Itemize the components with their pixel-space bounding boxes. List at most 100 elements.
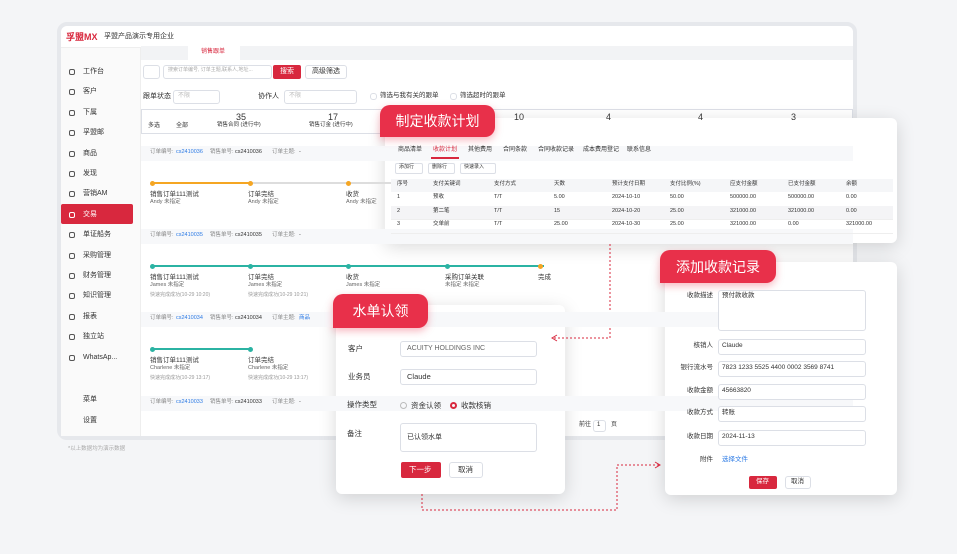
menu-item[interactable]: 单证船务 bbox=[83, 231, 111, 239]
radio-label[interactable]: 资金认领 bbox=[411, 401, 441, 410]
panel-tab[interactable]: 其他费用 bbox=[468, 147, 493, 153]
input bbox=[718, 339, 866, 355]
status-select[interactable] bbox=[173, 90, 220, 104]
stat-count: 17 bbox=[328, 112, 339, 122]
select bbox=[400, 369, 537, 385]
field-value[interactable]: 选择文件 bbox=[722, 456, 748, 463]
step-name: 销售订单111测试 bbox=[150, 274, 199, 281]
table-cell: 25.00 bbox=[670, 207, 684, 214]
pager-label: 页 bbox=[611, 422, 618, 428]
step-dot bbox=[248, 180, 253, 186]
table-cell: T/T bbox=[494, 221, 503, 227]
label: 银行流水号 bbox=[680, 364, 714, 371]
menu-icon bbox=[69, 130, 75, 137]
toolbar-button bbox=[460, 163, 496, 174]
panel-tab[interactable]: 商品清单 bbox=[398, 147, 423, 153]
menu-icon bbox=[69, 354, 75, 361]
button-label[interactable]: 保存 bbox=[756, 477, 769, 485]
order-no[interactable]: cs2410036 bbox=[176, 149, 203, 155]
label: 跟单状态 bbox=[143, 93, 171, 100]
panel-tab[interactable]: 合同收款记录 bbox=[538, 147, 575, 153]
order-no[interactable]: cs2410033 bbox=[176, 399, 203, 405]
menu-item[interactable]: 报表 bbox=[83, 312, 97, 320]
step-name: 订单完结 bbox=[248, 191, 274, 198]
button-label[interactable]: 高级筛选 bbox=[312, 68, 340, 75]
button-label[interactable]: 删除行 bbox=[432, 163, 448, 170]
button-label[interactable]: 取消 bbox=[458, 465, 473, 474]
filter-button[interactable] bbox=[305, 65, 347, 79]
table-header-cell: 已支付金额 bbox=[788, 181, 816, 187]
panel-tab[interactable]: 联系信息 bbox=[627, 147, 652, 153]
button-label[interactable]: 下一步 bbox=[409, 465, 432, 474]
menu-icon bbox=[69, 293, 75, 300]
tab[interactable] bbox=[188, 46, 240, 60]
input bbox=[718, 430, 866, 446]
menu-item[interactable]: WhatsAp... bbox=[83, 353, 118, 361]
sale-no: cs2410033 bbox=[235, 399, 262, 405]
page-input[interactable] bbox=[593, 420, 606, 432]
step-dot bbox=[150, 263, 155, 269]
step-dot bbox=[150, 346, 155, 352]
label: 订单编号: bbox=[150, 232, 174, 238]
menu-item[interactable]: 营销AM bbox=[83, 190, 108, 198]
panel-title: 水单认领 bbox=[333, 294, 428, 328]
button-label[interactable]: 添加行 bbox=[399, 163, 415, 170]
step-owner: James 未指定 bbox=[150, 282, 185, 288]
checkbox-label: 筛选超时的跟单 bbox=[460, 92, 506, 99]
select-value: ACUITY HOLDINGS INC bbox=[407, 345, 486, 352]
panel-tab[interactable]: 合同条款 bbox=[503, 147, 528, 153]
menu-item[interactable]: 下属 bbox=[83, 108, 97, 116]
menu-item[interactable]: 发现 bbox=[83, 170, 97, 177]
menu-item[interactable]: 孚盟邮 bbox=[83, 129, 104, 137]
panel-tab[interactable]: 收款计划 bbox=[433, 147, 458, 153]
table-header-cell: 支付比例(%) bbox=[670, 181, 701, 187]
table-cell: 25.00 bbox=[670, 221, 684, 227]
input bbox=[718, 384, 866, 400]
panel-tab[interactable]: 成本费用登记 bbox=[583, 147, 620, 153]
menu-item[interactable]: 交易 bbox=[83, 210, 97, 218]
order-no[interactable]: cs2410035 bbox=[176, 232, 203, 238]
menu-item[interactable]: 独立站 bbox=[83, 333, 104, 341]
menu-item[interactable]: 知识管理 bbox=[83, 292, 111, 300]
user-icon[interactable] bbox=[143, 65, 160, 79]
label: 备注 bbox=[347, 429, 362, 438]
button-label[interactable]: 取消 bbox=[791, 477, 804, 485]
stat-label: 多选 bbox=[148, 123, 161, 129]
step-name: 收货 bbox=[346, 274, 359, 281]
checkbox[interactable] bbox=[370, 93, 377, 100]
radio-label[interactable]: 收款核销 bbox=[461, 401, 491, 410]
table-cell: 交单前 bbox=[433, 221, 450, 227]
search-button[interactable] bbox=[273, 65, 301, 79]
order-no[interactable]: cs2410034 bbox=[176, 315, 203, 321]
stat-count: 35 bbox=[236, 112, 247, 122]
table-row bbox=[391, 206, 893, 219]
menu-item[interactable]: 客户 bbox=[83, 88, 97, 96]
order-header bbox=[141, 312, 853, 327]
menu-icon bbox=[69, 211, 75, 218]
step-dot bbox=[150, 180, 155, 186]
menu-item[interactable]: 菜单 bbox=[83, 396, 97, 403]
menu-icon bbox=[69, 89, 75, 96]
select-value: Claude bbox=[407, 372, 431, 381]
menu-item[interactable]: 设置 bbox=[83, 417, 97, 424]
checkbox[interactable] bbox=[450, 93, 457, 100]
table-header bbox=[391, 179, 893, 192]
label: 销售单号: bbox=[210, 149, 234, 155]
search-input[interactable] bbox=[163, 65, 272, 79]
arrow bbox=[654, 461, 661, 469]
tab-underline bbox=[431, 157, 459, 159]
menu-item[interactable]: 工作台 bbox=[83, 68, 104, 75]
button-label[interactable]: 搜索 bbox=[280, 68, 294, 75]
row-divider bbox=[391, 219, 893, 220]
sale-no: cs2410036 bbox=[235, 149, 262, 155]
topic: - bbox=[299, 232, 301, 238]
collab-select[interactable] bbox=[284, 90, 357, 104]
label: 销售单号: bbox=[210, 399, 234, 405]
menu-item[interactable]: 采购管理 bbox=[83, 251, 111, 259]
field-value: 7823 1233 5525 4400 0002 3569 8741 bbox=[722, 364, 835, 371]
textarea bbox=[718, 290, 866, 331]
menu-item[interactable]: 商品 bbox=[83, 149, 97, 157]
button-label[interactable]: 快速录入 bbox=[464, 163, 485, 170]
menu-item[interactable]: 财务管理 bbox=[83, 272, 111, 279]
